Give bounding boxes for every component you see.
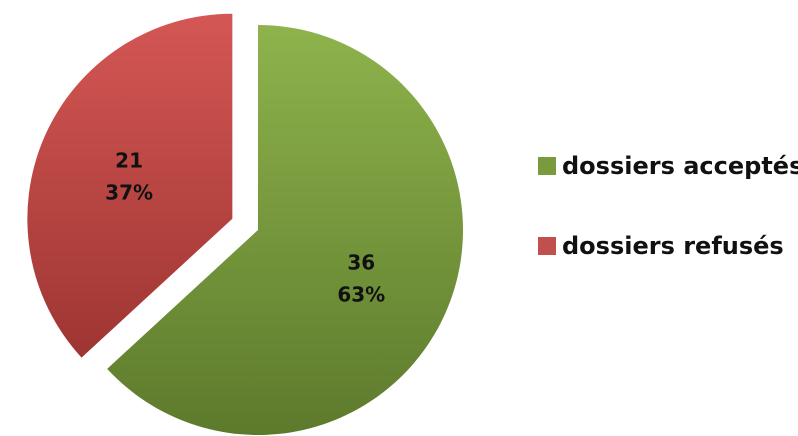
legend: dossiers acceptés dossiers refusés [538,146,798,306]
slice-value: 21 [115,148,143,172]
legend-swatch-accepted [538,157,556,175]
legend-item-refused: dossiers refusés [538,226,798,266]
legend-swatch-refused [538,237,556,255]
legend-label-accepted: dossiers acceptés [562,152,798,180]
legend-label-refused: dossiers refusés [562,232,784,260]
pie-slice-refused [27,13,233,358]
slice-percent: 37% [105,180,153,204]
slice-label-refused: 21 37% [105,148,153,204]
slice-label-accepted: 36 63% [337,250,385,306]
slice-value: 36 [347,250,375,274]
pie-slice-accepted [107,25,464,436]
legend-item-accepted: dossiers acceptés [538,146,798,186]
slice-percent: 63% [337,282,385,306]
